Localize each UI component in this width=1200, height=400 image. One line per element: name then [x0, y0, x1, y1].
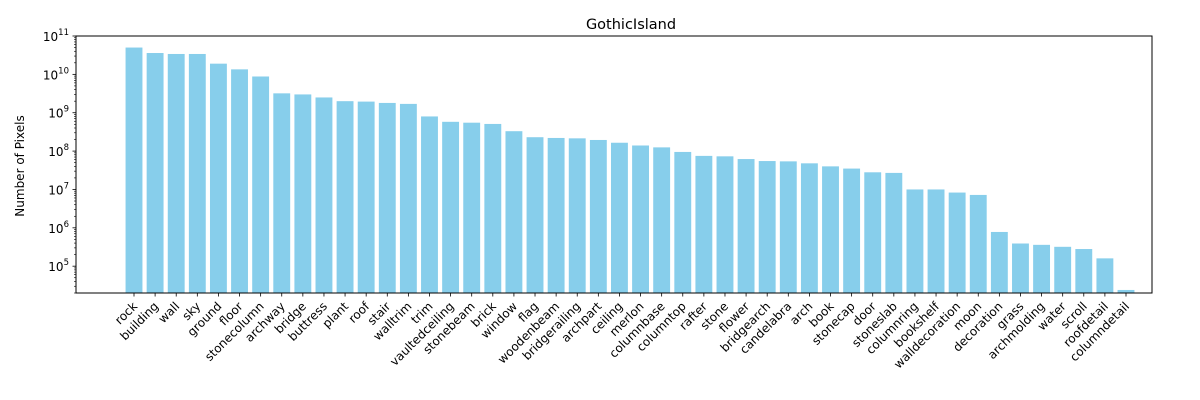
bar-rock: [125, 47, 143, 293]
bar-buttress: [315, 97, 333, 293]
bar-wall: [167, 53, 185, 293]
y-axis-title: Number of Pixels: [13, 115, 27, 216]
bar-stonebeam: [463, 122, 481, 293]
plot-frame: [75, 35, 1153, 294]
bars-group: [125, 47, 1135, 294]
bar-archway: [273, 93, 291, 293]
bar-sky: [188, 53, 206, 293]
y-tick-label-1e7: 107: [48, 181, 69, 197]
bar-decoration: [990, 231, 1008, 293]
y-tick-label-1e5: 105: [48, 258, 69, 274]
bar-roofdetail: [1096, 258, 1114, 293]
bar-scroll: [1075, 249, 1093, 293]
x-axis-ticks: rockbuildingwallskygroundfloorstonecolum…: [112, 293, 1132, 371]
y-tick-label-1e11: 1011: [43, 28, 69, 44]
bar-arch: [800, 163, 818, 293]
bar-stone: [716, 156, 734, 293]
bar-flower: [737, 159, 755, 293]
bar-plant: [336, 101, 354, 293]
bar-ground: [209, 63, 227, 293]
bar-walldecoration: [948, 192, 966, 293]
bar-window: [505, 131, 523, 293]
y-tick-label-1e10: 1010: [43, 66, 69, 82]
bar-columndetail: [1117, 289, 1135, 293]
y-axis-ticks: 105 106 107 108 109 1010 1011: [43, 28, 76, 294]
bar-door: [864, 172, 882, 293]
y-tick-label-1e9: 109: [48, 105, 69, 121]
y-tick-label-1e8: 108: [48, 143, 69, 159]
bar-building: [146, 53, 164, 293]
bar-trim: [421, 116, 438, 294]
bar-columnbase: [653, 147, 671, 293]
bar-stoneslab: [885, 172, 903, 293]
bar-vaultedceiling: [442, 121, 460, 294]
chart-title: GothicIsland: [586, 17, 676, 33]
bar-walltrim: [399, 103, 417, 294]
bar-bridgearch: [758, 161, 776, 293]
bar-brick: [484, 123, 502, 293]
bar-archmolding: [1033, 244, 1051, 293]
bar-candelabra: [779, 161, 797, 293]
bar-bridgerailing: [568, 138, 586, 293]
y-tick-label-1e6: 106: [48, 220, 69, 236]
bar-stair: [378, 102, 396, 294]
bar-moon: [969, 194, 987, 293]
bar-rafter: [695, 155, 713, 293]
bar-grass: [1012, 243, 1029, 293]
bar-woodenbeam: [547, 137, 565, 293]
x-tick-label-wall: wall: [156, 299, 183, 326]
bar-roof: [357, 101, 375, 294]
bar-bookshelf: [927, 189, 945, 293]
bar-book: [822, 166, 839, 293]
bar-stonecap: [843, 168, 861, 293]
bar-flag: [526, 137, 544, 293]
bar-columnring: [906, 189, 924, 293]
bar-archpart: [589, 139, 607, 293]
bar-ceiling: [611, 142, 628, 293]
bar-floor: [231, 69, 248, 293]
bar-merlon: [632, 145, 649, 293]
bar-bridge: [294, 94, 312, 293]
bar-water: [1054, 246, 1072, 293]
bar-stonecolumn: [252, 76, 270, 293]
bar-columntop: [674, 151, 692, 293]
